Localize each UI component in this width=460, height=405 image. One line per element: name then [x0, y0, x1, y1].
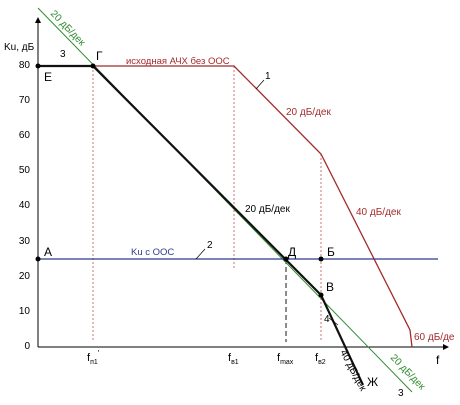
callout-3-bottom: 3 — [398, 388, 404, 399]
point-label-zh: Ж — [367, 375, 378, 389]
open-loop-response — [38, 65, 413, 348]
slope-label-red-20: 20 дБ/дек — [286, 107, 331, 118]
y-tick-label: 70 — [19, 95, 31, 106]
callout-3-top: 3 — [60, 49, 66, 60]
closed-loop-label: Ku с ООС — [131, 247, 174, 258]
y-tick-label: 80 — [19, 60, 31, 71]
x-tick-label-fv1: fв1 — [228, 352, 239, 366]
callout-2-leader — [195, 248, 206, 260]
y-tick-labels: 80 70 60 50 40 30 20 10 0 — [19, 60, 31, 352]
callout-1-leader — [255, 79, 265, 90]
y-tick-label: 50 — [19, 165, 31, 176]
slope-label-red-60: 60 дБ/де — [414, 332, 455, 343]
x-axis-label: f — [436, 353, 440, 367]
y-tick-label: 10 — [19, 306, 31, 317]
point-label-b: Б — [327, 245, 335, 259]
point-marker — [318, 292, 324, 298]
point-label-e: Е — [44, 70, 52, 84]
point-label-d: Д — [288, 245, 296, 259]
point-marker — [35, 256, 41, 262]
y-tick-label: 0 — [24, 341, 30, 352]
y-axis-label: Ku, дБ — [4, 42, 35, 53]
point-marker — [283, 256, 289, 262]
point-label-v: В — [326, 280, 334, 294]
key-points — [35, 63, 324, 298]
x-tick-label-fmax: fmax — [277, 352, 294, 366]
y-tick-label: 20 — [19, 271, 31, 282]
result-response — [38, 64, 364, 386]
point-marker — [90, 63, 96, 69]
callout-1: 1 — [265, 71, 271, 82]
open-loop-label: исходная АЧХ без ООС — [126, 56, 230, 67]
green-slope-label-top: 20 дБ/дек — [48, 8, 88, 48]
slope-label-black-40: 40 дБ/дек — [337, 348, 368, 393]
y-tick-label: 40 — [19, 200, 31, 211]
slope-label-black-20: 20 дБ/дек — [245, 204, 290, 215]
point-label-g: Г — [96, 49, 103, 63]
slope-label-red-40: 40 дБ/дек — [356, 207, 401, 218]
callout-2: 2 — [207, 240, 213, 251]
y-tick-label: 60 — [19, 130, 31, 141]
callout-4: 4 — [324, 314, 330, 325]
point-marker — [318, 256, 324, 262]
point-label-a: А — [44, 245, 52, 259]
x-tick-label-fv2: fв2 — [315, 352, 326, 366]
x-tick-label-fn1-prime: fп1' — [87, 349, 100, 366]
point-marker — [35, 63, 41, 69]
callout-4-leader — [328, 317, 339, 326]
y-tick-label: 30 — [19, 236, 31, 247]
